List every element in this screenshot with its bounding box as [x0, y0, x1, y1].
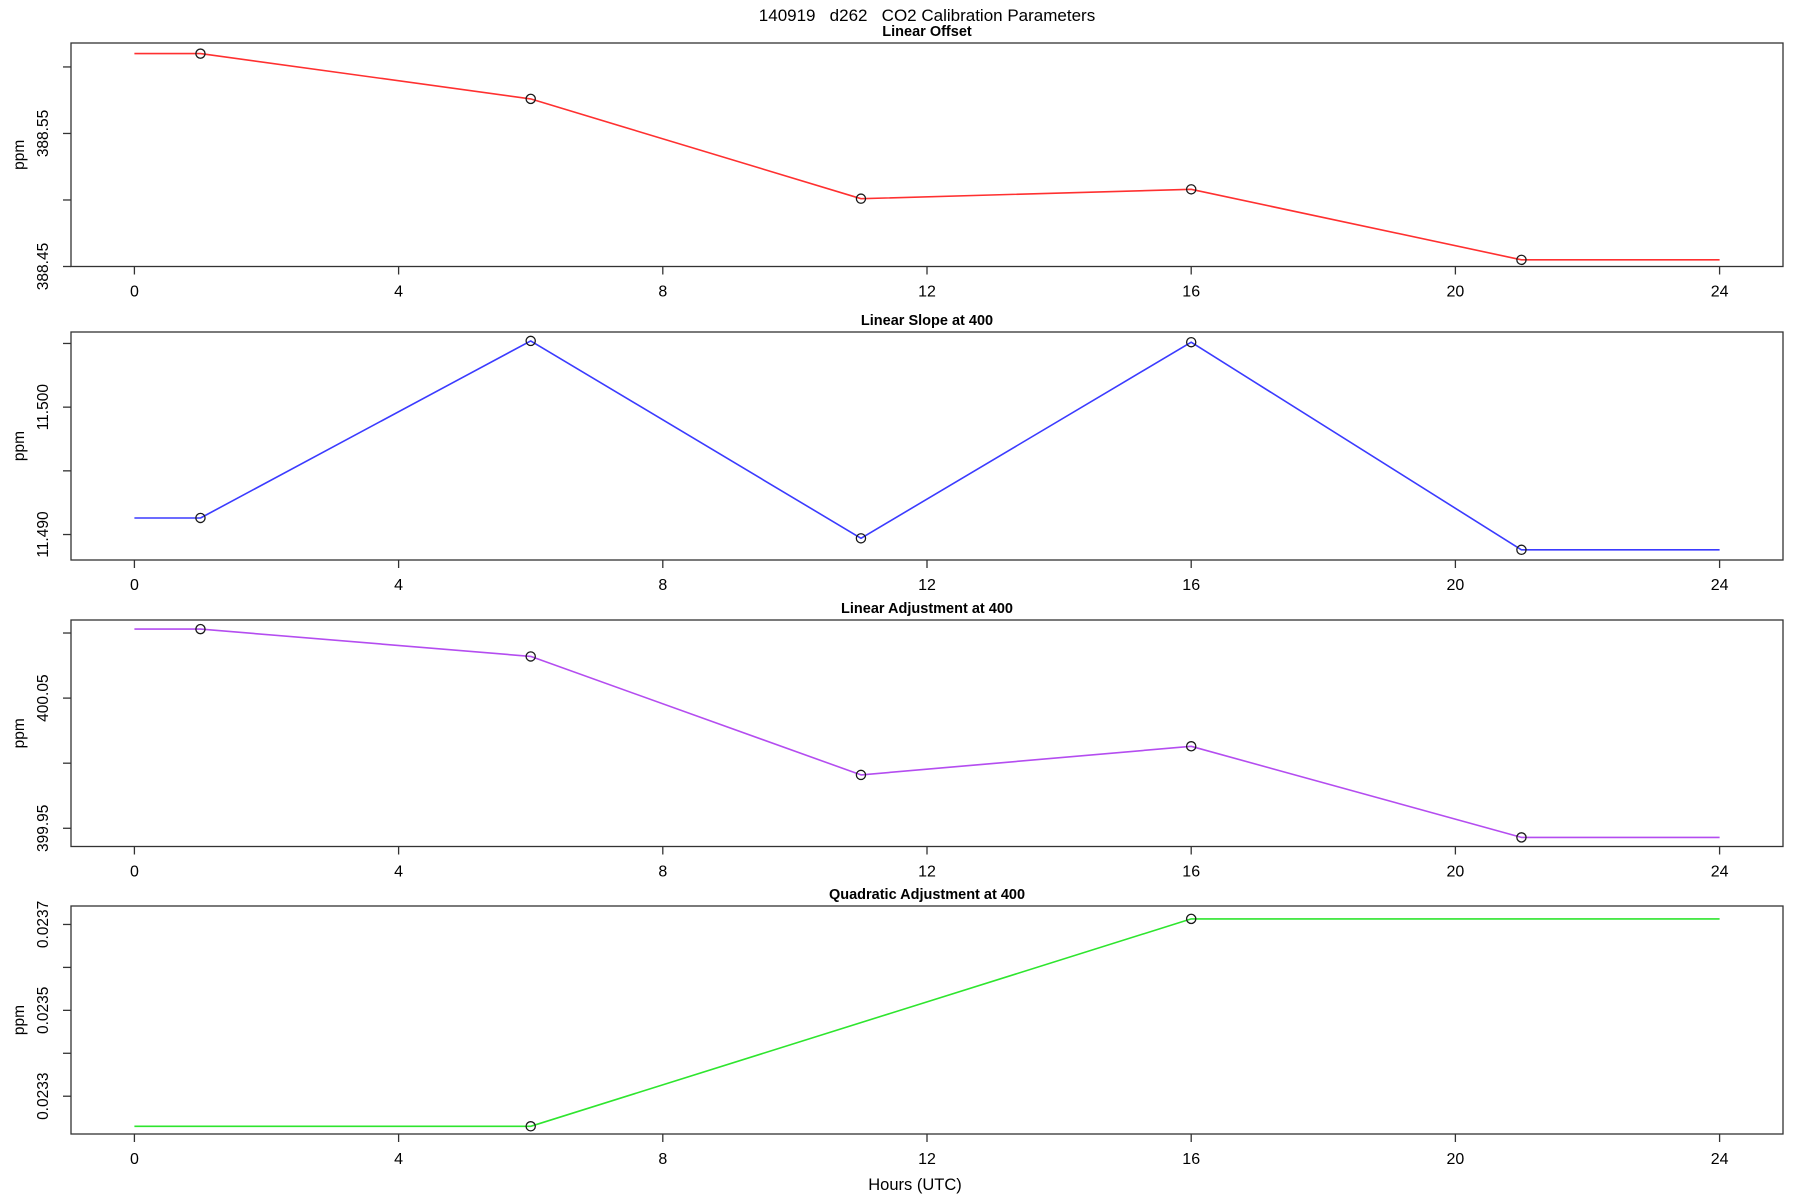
- panel-3-xtick-label: 24: [1711, 864, 1729, 881]
- panel-3-data-point-marker: [855, 769, 867, 781]
- panel-1-data-point-marker: [855, 193, 867, 204]
- panel-2-data-point-marker: [525, 335, 536, 347]
- panel-4-title: Quadratic Adjustment at 400: [829, 887, 1025, 903]
- panel-1-data-point-marker: [525, 93, 536, 105]
- panel-4-xtick-label: 16: [1182, 1151, 1200, 1168]
- panel-1-ylabel: ppm: [11, 140, 28, 170]
- panel-1-title: Linear Offset: [882, 24, 972, 40]
- panel-1-xtick-label: 12: [918, 284, 936, 301]
- panel-3-ylabel: ppm: [11, 718, 28, 748]
- panel-2-data-point-marker: [855, 533, 867, 544]
- panel-1-data-point-marker: [1516, 254, 1527, 266]
- panel-2-xtick-label: 4: [394, 577, 403, 594]
- panel-2-data-point-marker: [195, 512, 206, 524]
- panel-3-xtick-label: 0: [130, 864, 139, 881]
- panel-3-series-line: [134, 628, 1720, 839]
- panel-3-xtick-label: 16: [1182, 864, 1200, 881]
- panel-1-data-point-marker: [195, 48, 206, 59]
- panel-2-ytick-label: 11.490: [35, 511, 52, 558]
- panel-2-xtick-label: 20: [1446, 577, 1464, 594]
- panel-3-xtick-label: 4: [394, 864, 403, 881]
- panel-4-xtick-label: 20: [1446, 1151, 1464, 1168]
- panel-1-data-point-marker: [1185, 184, 1197, 195]
- panel-3-data-point-marker: [1516, 832, 1527, 843]
- panel-2-ylabel: ppm: [11, 431, 28, 461]
- panel-1-xtick-label: 16: [1182, 284, 1200, 301]
- panel-3-data-point-marker: [525, 651, 536, 662]
- panel-1-box: [70, 42, 1784, 268]
- panel-3-title: Linear Adjustment at 400: [841, 601, 1013, 617]
- panel-4-ytick-label: 0.0235: [35, 987, 52, 1034]
- panel-4-ytick-label: 0.0237: [35, 901, 52, 948]
- panel-4-ylabel: ppm: [11, 1005, 28, 1035]
- panel-3-xtick-label: 20: [1446, 864, 1464, 881]
- panel-4-data-point-marker: [1185, 913, 1197, 925]
- panel-2-box: [70, 331, 1784, 561]
- panel-1-ytick-label: 388.55: [35, 110, 52, 157]
- panel-4-xtick-label: 24: [1711, 1151, 1729, 1168]
- panel-4-xtick-label: 8: [658, 1151, 667, 1168]
- panel-2-series-line: [134, 340, 1720, 551]
- panel-1-xtick-label: 0: [130, 284, 139, 301]
- panel-1-series-line: [134, 52, 1720, 261]
- figure-title: 140919 d262 CO2 Calibration Parameters: [758, 6, 1096, 25]
- panel-3-ytick-label: 400.05: [35, 674, 52, 721]
- panel-3-data-point-marker: [195, 623, 206, 635]
- panel-3-data-point-marker: [1185, 741, 1197, 752]
- panel-3-box: [70, 619, 1784, 848]
- panel-1-xtick-label: 24: [1711, 284, 1729, 301]
- panel-4-data-point-marker: [525, 1121, 536, 1132]
- panel-1-xtick-label: 4: [394, 284, 403, 301]
- panel-4-xtick-label: 12: [918, 1151, 936, 1168]
- panel-4-ytick-label: 0.0233: [35, 1073, 52, 1120]
- panel-2-xtick-label: 12: [918, 577, 936, 594]
- panel-1-ytick-label: 388.45: [35, 243, 52, 290]
- panel-2-ytick-label: 11.500: [35, 384, 52, 431]
- panel-3-xtick-label: 12: [918, 864, 936, 881]
- panel-2-xtick-label: 0: [130, 577, 139, 594]
- panel-2-data-point-marker: [1516, 544, 1527, 556]
- panel-4-series-line: [134, 918, 1720, 1128]
- panel-1-xtick-label: 8: [658, 284, 667, 301]
- panel-4-box: [70, 905, 1784, 1135]
- panel-2-xtick-label: 16: [1182, 577, 1200, 594]
- panel-4-xtick-label: 4: [394, 1151, 403, 1168]
- panel-3-xtick-label: 8: [658, 864, 667, 881]
- panel-3-ytick-label: 399.95: [35, 805, 52, 852]
- x-axis-title: Hours (UTC): [868, 1176, 962, 1194]
- panel-2-xtick-label: 24: [1711, 577, 1729, 594]
- panel-4-xtick-label: 0: [130, 1151, 139, 1168]
- panel-2-title: Linear Slope at 400: [861, 313, 993, 329]
- panel-2-xtick-label: 8: [658, 577, 667, 594]
- panel-1-xtick-label: 20: [1446, 284, 1464, 301]
- panel-2-data-point-marker: [1185, 336, 1197, 348]
